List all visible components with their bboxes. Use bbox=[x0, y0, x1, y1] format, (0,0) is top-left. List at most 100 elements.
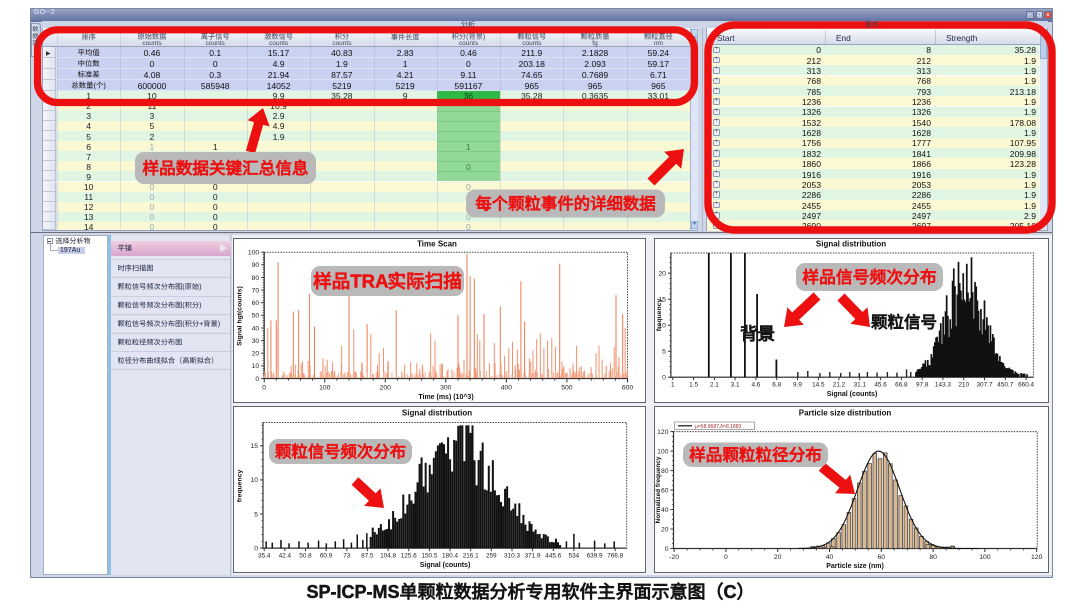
svg-text:Signal hgt(counts): Signal hgt(counts) bbox=[237, 286, 244, 346]
svg-text:45.6: 45.6 bbox=[874, 381, 887, 388]
svg-text:(: ( bbox=[94, 81, 97, 90]
svg-text:frequency: frequency bbox=[237, 470, 244, 503]
svg-text:-20: -20 bbox=[669, 554, 679, 561]
svg-text:104.8: 104.8 bbox=[380, 553, 396, 560]
svg-text:10: 10 bbox=[252, 363, 260, 370]
svg-text:20: 20 bbox=[661, 526, 669, 533]
svg-text:40: 40 bbox=[252, 325, 260, 332]
svg-text:216.1: 216.1 bbox=[463, 553, 479, 560]
svg-text:Time (ms) (10^3): Time (ms) (10^3) bbox=[418, 393, 473, 401]
svg-text:42.4: 42.4 bbox=[279, 553, 292, 560]
svg-text:6.8: 6.8 bbox=[772, 381, 781, 388]
svg-text:400: 400 bbox=[501, 384, 513, 391]
svg-text:15: 15 bbox=[250, 443, 258, 450]
svg-text:371.9: 371.9 bbox=[525, 553, 541, 560]
svg-text:C: C bbox=[724, 582, 737, 602]
svg-text:210: 210 bbox=[958, 381, 969, 388]
svg-text:20: 20 bbox=[658, 270, 666, 277]
svg-text:50.8: 50.8 bbox=[299, 553, 312, 560]
svg-text:14.5: 14.5 bbox=[812, 381, 825, 388]
svg-text:660.4: 660.4 bbox=[1018, 381, 1034, 388]
svg-text:766.8: 766.8 bbox=[607, 553, 623, 560]
svg-text:10: 10 bbox=[658, 322, 666, 329]
svg-text:20: 20 bbox=[252, 350, 260, 357]
svg-text:μ=58.9687,δ=8.1883: μ=58.9687,δ=8.1883 bbox=[695, 424, 741, 430]
svg-text:80: 80 bbox=[252, 274, 260, 281]
svg-text:66.8: 66.8 bbox=[895, 381, 908, 388]
svg-text:307.7: 307.7 bbox=[977, 381, 993, 388]
svg-text:frequency: frequency bbox=[656, 298, 663, 331]
svg-text:50: 50 bbox=[252, 312, 260, 319]
svg-text:90: 90 bbox=[252, 262, 260, 269]
svg-text:Particle size (nm): Particle size (nm) bbox=[826, 563, 884, 570]
svg-text:2.1: 2.1 bbox=[710, 381, 719, 388]
svg-text:15: 15 bbox=[658, 296, 666, 303]
svg-text:(: ( bbox=[182, 301, 185, 310]
svg-text:1: 1 bbox=[671, 381, 675, 388]
svg-text:TRA: TRA bbox=[350, 271, 388, 292]
svg-text:120: 120 bbox=[657, 429, 669, 436]
svg-text:Signal distribution: Signal distribution bbox=[816, 239, 886, 248]
svg-text:259: 259 bbox=[486, 553, 497, 560]
svg-text:3.1: 3.1 bbox=[731, 381, 740, 388]
svg-text:5: 5 bbox=[662, 348, 666, 355]
svg-text:500: 500 bbox=[561, 384, 573, 391]
svg-text:60: 60 bbox=[878, 554, 886, 561]
svg-text:73: 73 bbox=[343, 553, 351, 560]
svg-text:35.4: 35.4 bbox=[258, 553, 271, 560]
svg-text:80: 80 bbox=[929, 554, 937, 561]
svg-text:): ) bbox=[483, 32, 485, 41]
svg-text:100: 100 bbox=[979, 554, 991, 561]
svg-text:450.7: 450.7 bbox=[997, 381, 1013, 388]
svg-text:639.9: 639.9 bbox=[587, 553, 603, 560]
svg-text:30: 30 bbox=[252, 337, 260, 344]
svg-text:80: 80 bbox=[661, 468, 669, 475]
svg-text:31.1: 31.1 bbox=[854, 381, 867, 388]
svg-text:310.3: 310.3 bbox=[504, 553, 520, 560]
svg-text:): ) bbox=[199, 301, 201, 310]
svg-text:100: 100 bbox=[657, 448, 669, 455]
svg-text:87.5: 87.5 bbox=[361, 553, 374, 560]
svg-text:120: 120 bbox=[1031, 554, 1043, 561]
svg-text:180.4: 180.4 bbox=[442, 553, 458, 560]
svg-text:125.6: 125.6 bbox=[401, 553, 417, 560]
svg-text:20: 20 bbox=[774, 554, 782, 561]
svg-text:40: 40 bbox=[661, 507, 669, 514]
svg-text:5: 5 bbox=[254, 511, 258, 518]
svg-text:9.9: 9.9 bbox=[793, 381, 802, 388]
svg-text:0: 0 bbox=[724, 554, 728, 561]
svg-text:Signal (counts): Signal (counts) bbox=[827, 391, 878, 398]
svg-text:1.5: 1.5 bbox=[689, 381, 698, 388]
svg-text:40: 40 bbox=[826, 554, 834, 561]
svg-text:Normalized frequency: Normalized frequency bbox=[655, 456, 662, 523]
svg-text:300: 300 bbox=[440, 384, 452, 391]
svg-text:(: ( bbox=[182, 282, 185, 291]
svg-text:60.9: 60.9 bbox=[320, 553, 333, 560]
svg-text:10: 10 bbox=[250, 477, 258, 484]
svg-text:(: ( bbox=[466, 32, 469, 41]
svg-text:): ) bbox=[218, 319, 220, 328]
svg-text:+: + bbox=[199, 319, 203, 328]
svg-text:4.6: 4.6 bbox=[751, 381, 760, 388]
svg-text:(: ( bbox=[182, 319, 185, 328]
svg-text:Signal (counts): Signal (counts) bbox=[420, 562, 471, 569]
svg-text:97.8: 97.8 bbox=[916, 381, 929, 388]
svg-text:200: 200 bbox=[380, 384, 392, 391]
svg-text:600: 600 bbox=[622, 384, 634, 391]
svg-text:Time Scan: Time Scan bbox=[417, 239, 457, 248]
svg-text:60: 60 bbox=[252, 300, 260, 307]
svg-text:Particle size distribution: Particle size distribution bbox=[799, 409, 892, 418]
svg-text:21.2: 21.2 bbox=[833, 381, 846, 388]
svg-text:534: 534 bbox=[569, 553, 580, 560]
svg-text:0: 0 bbox=[665, 546, 669, 553]
svg-text:150.5: 150.5 bbox=[421, 553, 437, 560]
svg-text:100: 100 bbox=[248, 249, 260, 256]
svg-text:SP-ICP-MS: SP-ICP-MS bbox=[307, 582, 400, 602]
svg-text:0: 0 bbox=[662, 374, 666, 381]
svg-text:0: 0 bbox=[262, 384, 266, 391]
svg-text:143.3: 143.3 bbox=[935, 381, 951, 388]
svg-text:60: 60 bbox=[661, 487, 669, 494]
svg-text:0: 0 bbox=[254, 545, 258, 552]
svg-text:100: 100 bbox=[319, 384, 331, 391]
svg-text:): ) bbox=[199, 282, 201, 291]
